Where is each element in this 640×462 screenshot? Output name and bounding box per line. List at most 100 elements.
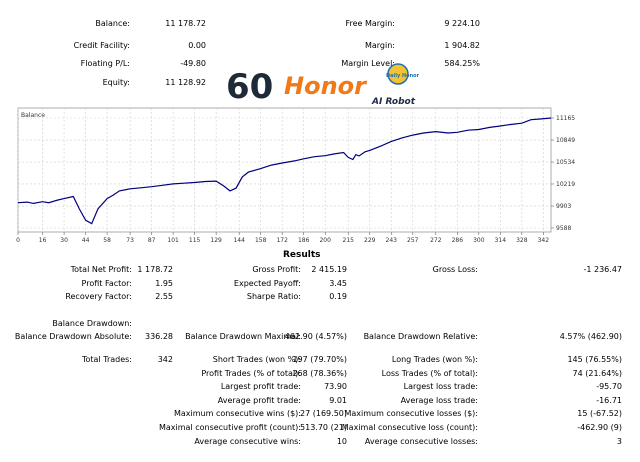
profit-trades-label: Profit Trades (% of total): xyxy=(201,369,301,378)
x-tick-label: 215 xyxy=(343,237,355,244)
balance-drawdown-abs-label: Balance Drawdown Absolute: xyxy=(14,332,132,341)
x-tick-label: 200 xyxy=(319,237,331,244)
credit-value: 0.00 xyxy=(188,41,206,50)
gross-loss-value: -1 236.47 xyxy=(583,265,622,274)
x-tick-label: 300 xyxy=(473,237,485,244)
margin-level-label: Margin Level: xyxy=(341,59,395,68)
expected-payoff-label: Expected Payoff: xyxy=(233,279,301,288)
x-tick-label: 243 xyxy=(386,237,398,244)
y-tick-label: 10849 xyxy=(556,137,575,144)
x-tick-label: 144 xyxy=(233,237,245,244)
equity-label: Equity: xyxy=(102,78,130,87)
largest-loss-label: Largest loss trade: xyxy=(403,382,478,391)
avg-cons-wins-label: Average consecutive wins: xyxy=(194,437,301,446)
max-cons-wins-value: 27 (169.50) xyxy=(300,409,347,418)
x-tick-label: 158 xyxy=(255,237,267,244)
credit-label: Credit Facility: xyxy=(73,41,130,50)
profit-factor-label: Profit Factor: xyxy=(81,279,132,288)
max-cons-profit-label: Maximal consecutive profit (count): xyxy=(158,423,301,432)
margin-label: Margin: xyxy=(364,41,395,50)
x-tick-label: 30 xyxy=(60,237,68,244)
logo-number: 60 xyxy=(226,67,273,107)
balance-drawdown-rel-value: 4.57% (462.90) xyxy=(559,332,622,341)
y-tick-label: 11165 xyxy=(556,115,575,122)
net-profit-value: 1 178.72 xyxy=(137,265,173,274)
max-cons-profit-value: 513.70 (21) xyxy=(300,423,347,432)
balance-drawdown-label: Balance Drawdown: xyxy=(52,319,132,328)
avg-cons-wins-value: 10 xyxy=(336,437,347,446)
results-title: Results xyxy=(283,250,321,260)
x-tick-label: 342 xyxy=(538,237,550,244)
balance-drawdown-abs-value: 336.28 xyxy=(145,332,173,341)
floating-value: -49.80 xyxy=(180,59,206,68)
recovery-factor-value: 2.55 xyxy=(155,292,173,301)
avg-profit-value: 9.01 xyxy=(329,396,347,405)
logo-badge-icon xyxy=(387,63,409,85)
brand-logo: 60 Honor Daily Honor AI Robot xyxy=(226,63,420,107)
y-tick-label: 10219 xyxy=(556,181,575,188)
net-profit-label: Total Net Profit: xyxy=(70,265,132,274)
largest-loss-value: -95.70 xyxy=(596,382,622,391)
x-tick-label: 115 xyxy=(189,237,201,244)
x-tick-label: 44 xyxy=(82,237,90,244)
max-cons-losses-label: Maximum consecutive losses ($): xyxy=(344,409,478,418)
largest-profit-label: Largest profit trade: xyxy=(220,382,301,391)
recovery-factor-label: Recovery Factor: xyxy=(65,292,132,301)
y-tick-label: 10534 xyxy=(556,159,575,166)
x-tick-label: 16 xyxy=(39,237,47,244)
avg-loss-value: -16.71 xyxy=(596,396,622,405)
x-tick-label: 272 xyxy=(430,237,442,244)
largest-profit-value: 73.90 xyxy=(324,382,347,391)
chart-title: Balance xyxy=(21,112,45,119)
x-tick-label: 0 xyxy=(16,237,20,244)
balance-value: 11 178.72 xyxy=(165,19,206,28)
long-trades-label: Long Trades (won %): xyxy=(391,355,478,364)
x-tick-label: 286 xyxy=(452,237,464,244)
max-cons-wins-label: Maximum consecutive wins ($): xyxy=(173,409,301,418)
avg-loss-label: Average loss trade: xyxy=(400,396,478,405)
floating-label: Floating P/L: xyxy=(80,59,130,68)
x-tick-label: 129 xyxy=(210,237,222,244)
max-cons-losses-value: 15 (-67.52) xyxy=(577,409,622,418)
short-trades-value: 197 (79.70%) xyxy=(292,355,347,364)
x-tick-label: 257 xyxy=(407,237,419,244)
expected-payoff-value: 3.45 xyxy=(329,279,347,288)
avg-cons-losses-label: Average consecutive losses: xyxy=(364,437,478,446)
x-tick-label: 73 xyxy=(126,237,134,244)
sharpe-value: 0.19 xyxy=(329,292,347,301)
x-tick-label: 87 xyxy=(148,237,156,244)
long-trades-value: 145 (76.55%) xyxy=(567,355,622,364)
profit-factor-value: 1.95 xyxy=(155,279,173,288)
balance-chart: Balance 0 16 30 44 58 73 87 101 115 129 144 158 172 1… xyxy=(16,107,575,244)
free-margin-value: 9 224.10 xyxy=(444,19,480,28)
equity-value: 11 128.92 xyxy=(165,78,206,87)
balance-series-line xyxy=(17,117,552,225)
gross-profit-value: 2 415.19 xyxy=(311,265,347,274)
y-tick-label: 9588 xyxy=(556,225,571,232)
free-margin-label: Free Margin: xyxy=(345,19,395,28)
x-tick-label: 101 xyxy=(167,237,179,244)
balance-drawdown-rel-label: Balance Drawdown Relative: xyxy=(363,332,478,341)
x-tick-label: 58 xyxy=(103,237,111,244)
balance-label: Balance: xyxy=(95,19,130,28)
x-tick-label: 172 xyxy=(276,237,288,244)
max-cons-loss-label: Maximal consecutive loss (count): xyxy=(341,423,478,432)
sharpe-label: Sharpe Ratio: xyxy=(246,292,301,301)
total-trades-label: Total Trades: xyxy=(82,355,132,364)
margin-level-value: 584.25% xyxy=(444,59,480,68)
x-tick-label: 186 xyxy=(298,237,310,244)
avg-cons-losses-value: 3 xyxy=(616,437,622,446)
total-trades-value: 342 xyxy=(157,355,173,364)
x-tick-label: 314 xyxy=(495,237,507,244)
profit-trades-value: 268 (78.36%) xyxy=(292,369,347,378)
loss-trades-value: 74 (21.64%) xyxy=(572,369,622,378)
x-tick-label: 328 xyxy=(516,237,528,244)
chart-frame xyxy=(17,107,552,233)
gross-profit-label: Gross Profit: xyxy=(252,265,301,274)
balance-drawdown-max-value: 462.90 (4.57%) xyxy=(284,332,347,341)
margin-value: 1 904.82 xyxy=(444,41,480,50)
max-cons-loss-value: -462.90 (9) xyxy=(577,423,622,432)
x-tick-label: 229 xyxy=(364,237,376,244)
avg-profit-label: Average profit trade: xyxy=(217,396,301,405)
short-trades-label: Short Trades (won %): xyxy=(212,355,301,364)
